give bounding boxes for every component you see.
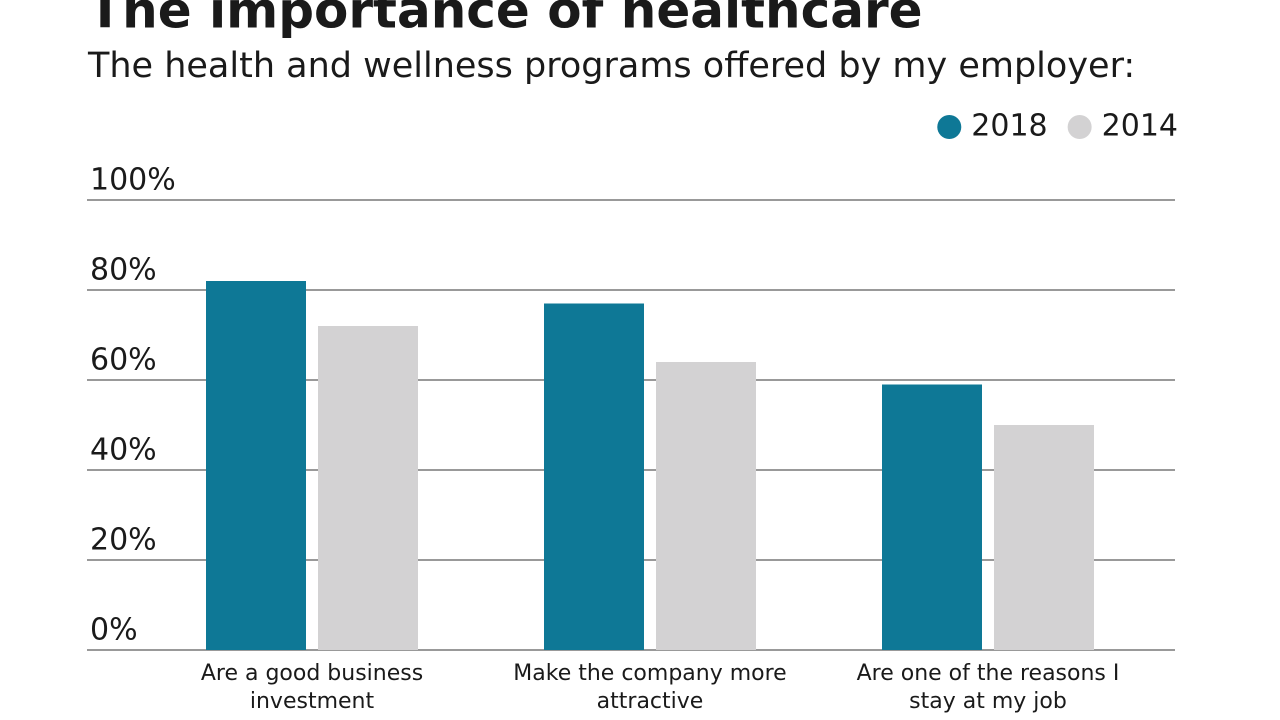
x-tick-label: Are one of the reasons I stay at my job [856, 661, 1120, 714]
bar [544, 303, 644, 650]
legend-marker [1067, 115, 1092, 139]
bar [994, 425, 1094, 650]
bar [206, 281, 306, 650]
x-tick-label: Are a good business investment [200, 661, 424, 714]
bar [656, 362, 756, 650]
legend-label: 2014 [1102, 109, 1178, 144]
bar [318, 326, 418, 650]
legend-marker [937, 115, 962, 139]
chart-title: The importance of healthcare [88, 0, 923, 40]
y-tick-label: 20% [90, 523, 157, 558]
x-tick-label: Make the company more attractive [513, 661, 787, 714]
legend-label: 2018 [971, 109, 1047, 144]
y-tick-label: 80% [90, 253, 157, 288]
bar [882, 384, 982, 650]
chart-subtitle: The health and wellness programs offered… [87, 46, 1135, 86]
y-tick-label: 100% [90, 163, 176, 198]
y-tick-label: 60% [90, 343, 157, 378]
y-tick-label: 0% [90, 613, 138, 648]
y-tick-label: 40% [90, 433, 157, 468]
